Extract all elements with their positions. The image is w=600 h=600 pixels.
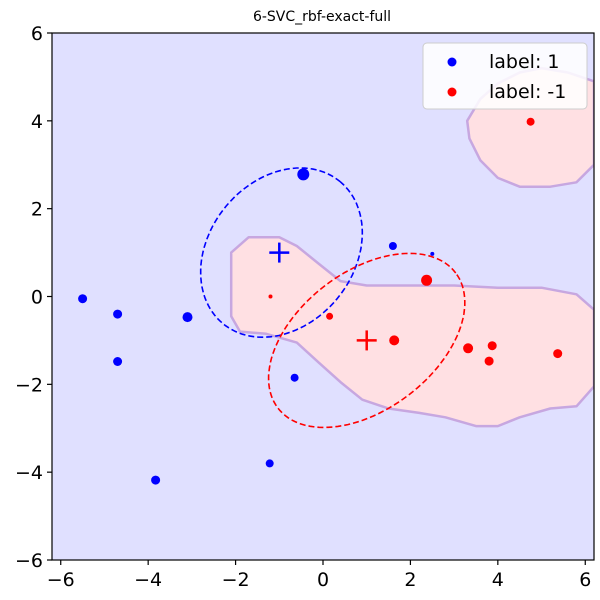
y-tick-label: −4 bbox=[15, 462, 43, 484]
data-point-label-neg1 bbox=[463, 343, 474, 354]
data-point-label-1 bbox=[78, 294, 88, 304]
legend-marker-label-neg1 bbox=[447, 87, 457, 97]
data-point-label-neg1 bbox=[553, 349, 563, 359]
data-point-label-neg1 bbox=[421, 274, 433, 286]
x-tick-label: −6 bbox=[47, 569, 75, 591]
data-point-label-1 bbox=[430, 251, 435, 256]
data-point-label-1 bbox=[113, 357, 123, 366]
data-points bbox=[78, 117, 563, 485]
legend: label: 1 label: -1 bbox=[422, 42, 588, 110]
mean-marker-label-neg1 bbox=[356, 330, 377, 351]
data-point-label-neg1 bbox=[326, 312, 334, 320]
y-tick-label: 2 bbox=[31, 199, 43, 221]
x-axis: −6 −4 −2 0 2 4 6 bbox=[47, 560, 591, 591]
data-point-label-neg1 bbox=[487, 341, 497, 351]
data-point-label-neg1 bbox=[389, 335, 400, 346]
covariance-ellipses bbox=[199, 167, 466, 429]
data-point-label-1 bbox=[297, 168, 310, 181]
covariance-ellipse-label-1 bbox=[199, 167, 364, 339]
data-point-label-1 bbox=[151, 475, 161, 485]
x-tick-label: −2 bbox=[222, 569, 250, 591]
data-point-label-1 bbox=[182, 312, 193, 323]
data-point-label-neg1 bbox=[268, 294, 273, 299]
data-point-label-1 bbox=[113, 309, 123, 319]
y-tick-label: 0 bbox=[31, 287, 43, 309]
data-point-label-1 bbox=[388, 242, 397, 250]
data-point-label-neg1 bbox=[484, 356, 494, 366]
y-tick-label: 4 bbox=[31, 111, 43, 133]
y-tick-label: 6 bbox=[31, 23, 43, 45]
legend-label-neg1: label: -1 bbox=[489, 81, 566, 103]
x-tick-label: 0 bbox=[317, 569, 329, 591]
y-tick-label: −2 bbox=[15, 374, 43, 396]
y-tick-label: −6 bbox=[15, 550, 43, 572]
legend-label-1: label: 1 bbox=[489, 51, 559, 73]
x-tick-label: 4 bbox=[492, 569, 504, 591]
class-means bbox=[269, 242, 377, 351]
data-point-label-1 bbox=[290, 373, 299, 382]
mean-marker-label-1 bbox=[269, 242, 290, 263]
x-tick-label: 2 bbox=[404, 569, 416, 591]
x-tick-label: −4 bbox=[134, 569, 162, 591]
chart-title: 6-SVC_rbf-exact-full bbox=[253, 9, 391, 25]
data-point-label-1 bbox=[265, 459, 274, 468]
data-point-label-neg1 bbox=[526, 117, 535, 126]
x-tick-label: 6 bbox=[579, 569, 591, 591]
covariance-ellipse-label-neg1 bbox=[267, 252, 466, 429]
y-axis: −6 −4 −2 0 2 4 6 bbox=[15, 23, 52, 572]
legend-box bbox=[422, 42, 588, 110]
legend-marker-label-1 bbox=[447, 57, 457, 67]
